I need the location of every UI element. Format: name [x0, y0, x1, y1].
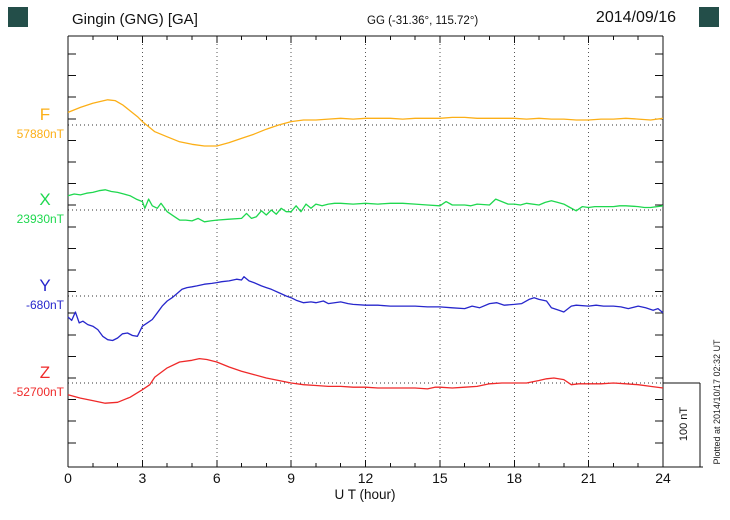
x-axis-title: U T (hour) — [334, 487, 396, 502]
series-baseline-X: 23930nT — [16, 212, 64, 226]
series-label-X: X — [39, 190, 51, 209]
series-label-Z: Z — [39, 363, 51, 382]
plot-timestamp-note: Plotted at 2014/10/17 02:32 UT — [712, 339, 722, 465]
corner-marker-right — [699, 7, 719, 27]
series-baseline-Z: -52700nT — [12, 385, 64, 399]
series-label-F: F — [39, 105, 51, 124]
x-tick-label: 6 — [212, 470, 221, 486]
x-tick-label: 0 — [64, 470, 72, 486]
x-tick-label: 24 — [655, 470, 671, 486]
plot-date: 2014/09/16 — [595, 9, 676, 26]
x-tick-label: 15 — [432, 470, 448, 486]
station-title: Gingin (GNG) [GA] — [72, 11, 198, 28]
station-coordinates: GG (-31.36°, 115.72°) — [367, 15, 479, 27]
x-tick-label: 12 — [357, 470, 374, 486]
series-label-Y: Y — [39, 276, 51, 295]
scale-bar-label: 100 nT — [678, 406, 690, 442]
corner-marker-left — [8, 7, 28, 27]
x-tick-label: 21 — [580, 470, 597, 486]
x-tick-label: 3 — [138, 470, 147, 486]
x-tick-label: 9 — [287, 470, 296, 486]
series-baseline-F: 57880nT — [16, 127, 64, 141]
x-tick-label: 18 — [506, 470, 523, 486]
series-baseline-Y: -680nT — [25, 298, 64, 312]
